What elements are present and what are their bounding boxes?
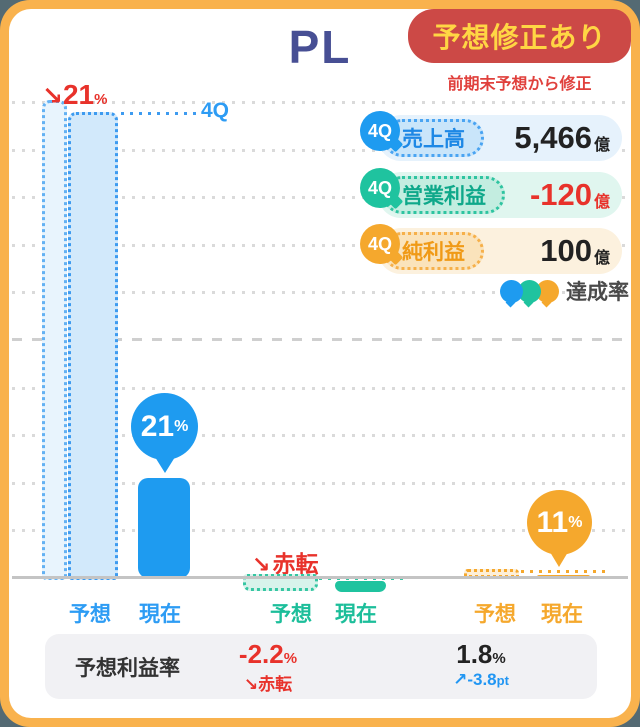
gridline xyxy=(12,291,628,294)
up-right-arrow-icon: ↗ xyxy=(453,670,468,689)
kpi-row-operating: 営業利益 -120 億 xyxy=(378,172,622,218)
forecast-revision-note: 前期末予想から修正 xyxy=(447,76,592,93)
kpi-value: 100 億 xyxy=(540,233,610,268)
green-bubble-icon xyxy=(518,279,541,303)
revenue-current-bar xyxy=(138,478,190,578)
kpi-value: 5,466 億 xyxy=(514,120,610,155)
gridline xyxy=(12,482,628,485)
operating-deficit-annotation: ↘ 赤転 xyxy=(252,551,319,577)
quarter-bubble-icon: 4Q xyxy=(360,224,404,266)
chart-baseline xyxy=(12,576,628,579)
net-margin-change: ↗-3.8pt xyxy=(453,670,509,689)
net-forecast-axis-label: 予想 xyxy=(474,603,516,626)
quarter-bubble-icon: 4Q xyxy=(360,111,404,153)
revenue-revision-annotation: ↘ 21% xyxy=(42,79,108,110)
kpi-value: -120 億 xyxy=(529,177,610,212)
revenue-achievement-bubble: 21% xyxy=(131,393,198,460)
revenue-forecast-axis-label: 予想 xyxy=(69,603,111,626)
operating-current-bar xyxy=(335,581,386,592)
operating-current-axis-label: 現在 xyxy=(335,603,377,626)
net-achievement-bubble: 11% xyxy=(527,490,592,555)
legend-label: 達成率 xyxy=(566,281,629,304)
kpi-label-pill: 営業利益 xyxy=(383,176,505,214)
net-margin-cell: 1.8% ↗-3.8pt xyxy=(398,639,564,690)
forecast-margin-table: 予想利益率 -2.2% ↘赤転 1.8% ↗-3.8pt xyxy=(45,634,597,699)
page-title: PL xyxy=(288,21,352,73)
kpi-row-net: 純利益 100 億 xyxy=(378,228,622,274)
down-right-arrow-icon: ↘ xyxy=(252,552,271,577)
gridline xyxy=(12,149,628,152)
forecast-revision-badge: 予想修正あり xyxy=(408,9,631,63)
operating-forecast-axis-label: 予想 xyxy=(270,603,312,626)
operating-margin-change: ↘赤転 xyxy=(243,675,293,694)
gridline xyxy=(12,196,628,199)
table-row-label: 予想利益率 xyxy=(75,656,180,680)
kpi-row-revenue: 売上高 5,466 億 xyxy=(378,115,622,161)
blue-bubble-icon xyxy=(500,279,523,303)
revenue-bubble-tail xyxy=(155,457,175,473)
orange-bubble-icon xyxy=(536,279,559,303)
operating-margin-cell: -2.2% ↘赤転 xyxy=(185,639,351,695)
revenue-line-label: 4Q xyxy=(201,99,230,122)
achievement-rate-legend: 達成率 xyxy=(500,276,629,306)
gridline xyxy=(12,529,628,532)
revenue-previous-forecast-bar xyxy=(42,100,67,580)
net-forecast-leader-line xyxy=(521,570,608,573)
net-current-axis-label: 現在 xyxy=(541,603,583,626)
down-right-arrow-icon: ↘ xyxy=(42,82,63,110)
gridline-midpoint xyxy=(12,338,628,341)
net-bubble-tail xyxy=(550,552,568,567)
quarter-bubble-icon: 4Q xyxy=(360,168,404,210)
down-right-arrow-icon: ↘ xyxy=(243,675,259,694)
gridline xyxy=(12,101,628,104)
revenue-revised-forecast-bar xyxy=(68,112,118,580)
gridline xyxy=(12,387,628,390)
gridline xyxy=(12,434,628,437)
revenue-forecast-leader-line xyxy=(121,112,197,115)
gridline xyxy=(12,244,628,247)
kpi-label-pill: 純利益 xyxy=(383,232,484,270)
kpi-label-pill: 売上高 xyxy=(383,119,484,157)
revenue-current-axis-label: 現在 xyxy=(139,603,181,626)
